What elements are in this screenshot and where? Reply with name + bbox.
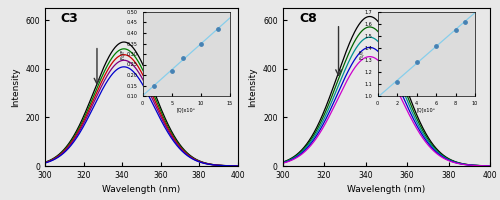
X-axis label: Wavelength (nm): Wavelength (nm) — [347, 185, 426, 194]
Point — [214, 27, 222, 30]
Y-axis label: F₀/F: F₀/F — [358, 49, 364, 59]
Point — [168, 69, 175, 72]
Point — [461, 20, 469, 23]
Point — [150, 84, 158, 87]
X-axis label: [Q]x10⁶: [Q]x10⁶ — [417, 107, 436, 112]
Text: C8: C8 — [299, 12, 317, 25]
Text: C3: C3 — [60, 12, 78, 25]
Point — [393, 80, 401, 83]
Y-axis label: F₀/F: F₀/F — [120, 49, 126, 59]
Point — [412, 61, 420, 64]
Point — [432, 44, 440, 47]
X-axis label: Wavelength (nm): Wavelength (nm) — [102, 185, 180, 194]
Y-axis label: Intensity: Intensity — [11, 67, 20, 107]
Point — [452, 28, 460, 32]
X-axis label: [Q]x10⁶: [Q]x10⁶ — [177, 107, 196, 112]
Point — [197, 42, 205, 45]
Y-axis label: Intensity: Intensity — [248, 67, 258, 107]
Point — [180, 57, 188, 60]
